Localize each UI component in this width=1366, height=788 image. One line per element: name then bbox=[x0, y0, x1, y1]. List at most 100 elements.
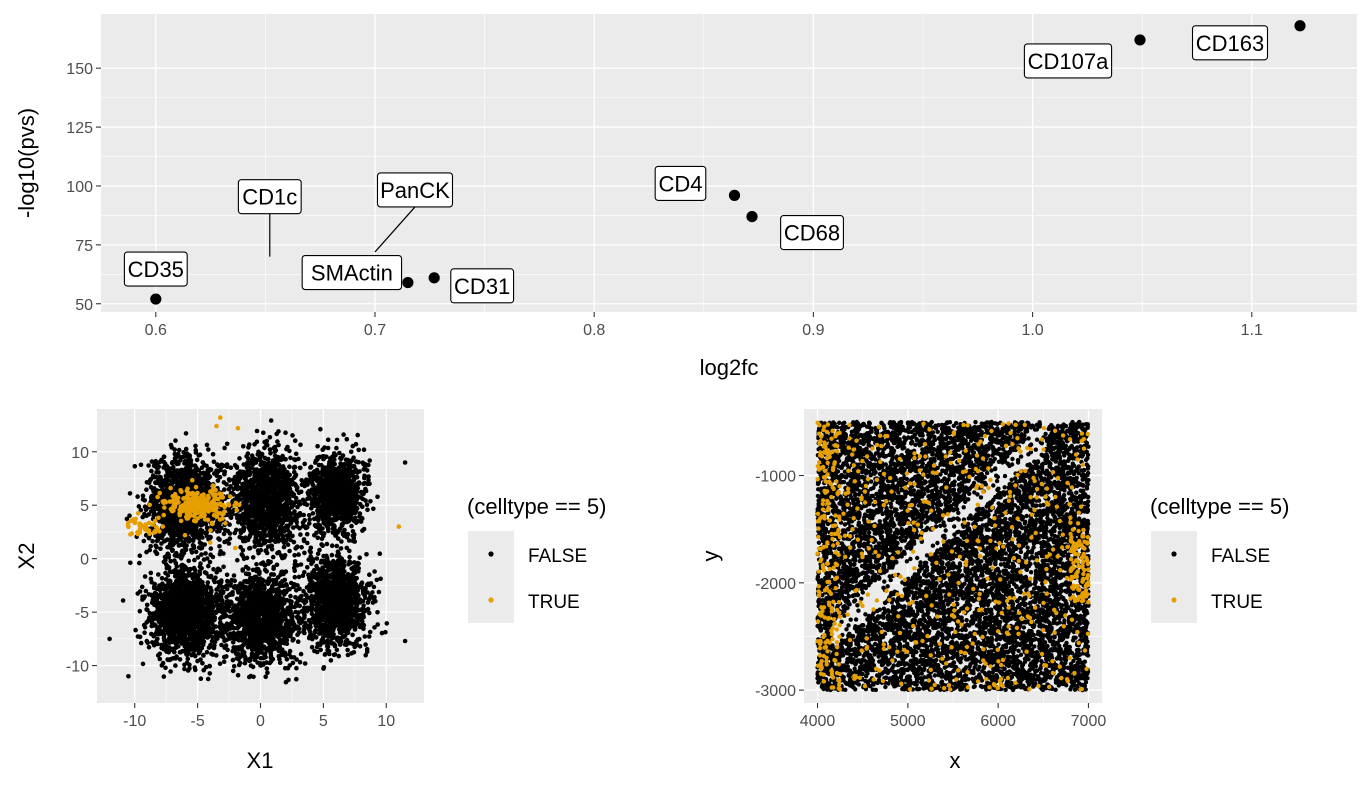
embedding-point-false bbox=[163, 605, 169, 610]
embedding-point-false bbox=[294, 524, 300, 529]
embedding-point-false bbox=[263, 548, 269, 554]
embedding-point-false bbox=[221, 551, 226, 556]
embedding-point-false bbox=[264, 502, 269, 507]
embedding-point-false bbox=[288, 455, 293, 461]
embedding-point-false bbox=[193, 450, 199, 455]
embedding-point-false bbox=[176, 447, 182, 453]
point-label-box bbox=[376, 172, 454, 208]
embedding-point-false bbox=[279, 497, 285, 503]
embedding-point-false bbox=[241, 444, 246, 449]
embedding-point-false bbox=[154, 551, 160, 556]
embedding-point-false bbox=[154, 544, 159, 550]
embedding-point-false bbox=[204, 649, 210, 655]
embedding-point-false bbox=[140, 514, 145, 520]
embedding-point-false bbox=[203, 551, 208, 556]
embedding-point-false bbox=[207, 559, 213, 565]
embedding-point-false bbox=[278, 457, 284, 463]
embedding-point-false bbox=[178, 605, 184, 610]
embedding-point-false bbox=[235, 493, 241, 499]
embedding-point-false bbox=[269, 547, 275, 552]
embedding-point-false bbox=[142, 624, 148, 630]
point-label: CD4 bbox=[658, 171, 702, 196]
embedding-point-false bbox=[301, 538, 307, 544]
embedding-point-false bbox=[286, 506, 292, 512]
embedding-point-false bbox=[201, 653, 206, 658]
embedding-point-false bbox=[193, 549, 199, 555]
point-label: CD35 bbox=[128, 257, 184, 282]
embedding-point-false bbox=[176, 629, 182, 635]
embedding-point-false bbox=[276, 549, 282, 555]
embedding-point-false bbox=[197, 540, 203, 545]
x-tick-label: 0.8 bbox=[583, 322, 605, 339]
embedding-point-false bbox=[285, 542, 291, 547]
embedding-point-false bbox=[205, 480, 211, 485]
embedding-point-false bbox=[175, 480, 181, 486]
embedding-point-false bbox=[267, 435, 273, 440]
embedding-point-false bbox=[292, 481, 297, 487]
embedding-point-false bbox=[283, 457, 288, 462]
embedding-point-false bbox=[135, 591, 140, 596]
embedding-point-false bbox=[195, 614, 200, 619]
embedding-point-false bbox=[195, 555, 201, 560]
embedding-point-false bbox=[218, 583, 223, 588]
embedding-point-false bbox=[174, 599, 179, 605]
point-label-box bbox=[1023, 43, 1113, 79]
embedding-point-false bbox=[202, 626, 207, 631]
embedding-point-false bbox=[154, 499, 159, 505]
embedding-point-false bbox=[148, 570, 154, 576]
embedding-point-false bbox=[263, 527, 269, 532]
y-tick-label: 125 bbox=[66, 120, 93, 137]
embedding-point-false bbox=[194, 593, 200, 599]
data-point bbox=[1134, 34, 1146, 46]
embedding-point-false bbox=[199, 552, 204, 557]
embedding-point-false bbox=[220, 463, 226, 468]
embedding-point-false bbox=[120, 598, 126, 603]
embedding-point-false bbox=[198, 561, 203, 566]
embedding-point-false bbox=[167, 569, 173, 574]
embedding-point-false bbox=[245, 537, 251, 543]
embedding-point-false bbox=[255, 469, 261, 475]
embedding-point-false bbox=[170, 623, 176, 628]
embedding-point-false bbox=[140, 497, 146, 502]
point-label: CD1c bbox=[242, 185, 297, 210]
embedding-point-false bbox=[222, 469, 227, 475]
embedding-point-false bbox=[206, 563, 211, 569]
x-tick-label: 1.1 bbox=[1241, 322, 1263, 339]
embedding-point-false bbox=[146, 463, 151, 468]
embedding-point-false bbox=[188, 585, 193, 591]
embedding-point-false bbox=[287, 548, 292, 554]
embedding-point-false bbox=[197, 529, 202, 535]
embedding-point-false bbox=[219, 578, 224, 583]
embedding-point-false bbox=[254, 428, 260, 434]
embedding-point-false bbox=[263, 674, 269, 680]
embedding-point-false bbox=[294, 665, 299, 671]
embedding-point-false bbox=[256, 538, 262, 544]
embedding-point-false bbox=[142, 574, 148, 579]
embedding-point-false bbox=[209, 615, 215, 620]
embedding-point-false bbox=[165, 609, 170, 615]
embedding-point-false bbox=[180, 472, 186, 477]
embedding-point-false bbox=[217, 528, 222, 534]
embedding-point-false bbox=[180, 577, 185, 582]
embedding-point-false bbox=[210, 605, 216, 610]
embedding-point-false bbox=[226, 486, 232, 492]
embedding-point-false bbox=[222, 445, 227, 451]
embedding-point-false bbox=[206, 645, 212, 650]
embedding-point-false bbox=[228, 515, 234, 520]
embedding-point-false bbox=[273, 471, 278, 477]
embedding-point-false bbox=[159, 584, 165, 590]
embedding-point-false bbox=[262, 480, 267, 485]
embedding-point-false bbox=[252, 473, 257, 479]
embedding-point-false bbox=[224, 482, 229, 487]
embedding-point-false bbox=[276, 429, 281, 434]
embedding-point-false bbox=[273, 533, 279, 538]
embedding-point-false bbox=[189, 537, 195, 543]
embedding-point-false bbox=[159, 602, 165, 608]
embedding-point-false bbox=[281, 544, 287, 550]
embedding-point-false bbox=[280, 534, 286, 539]
embedding-point-false bbox=[160, 660, 166, 666]
embedding-point-false bbox=[251, 512, 257, 517]
embedding-point-false bbox=[267, 481, 273, 487]
